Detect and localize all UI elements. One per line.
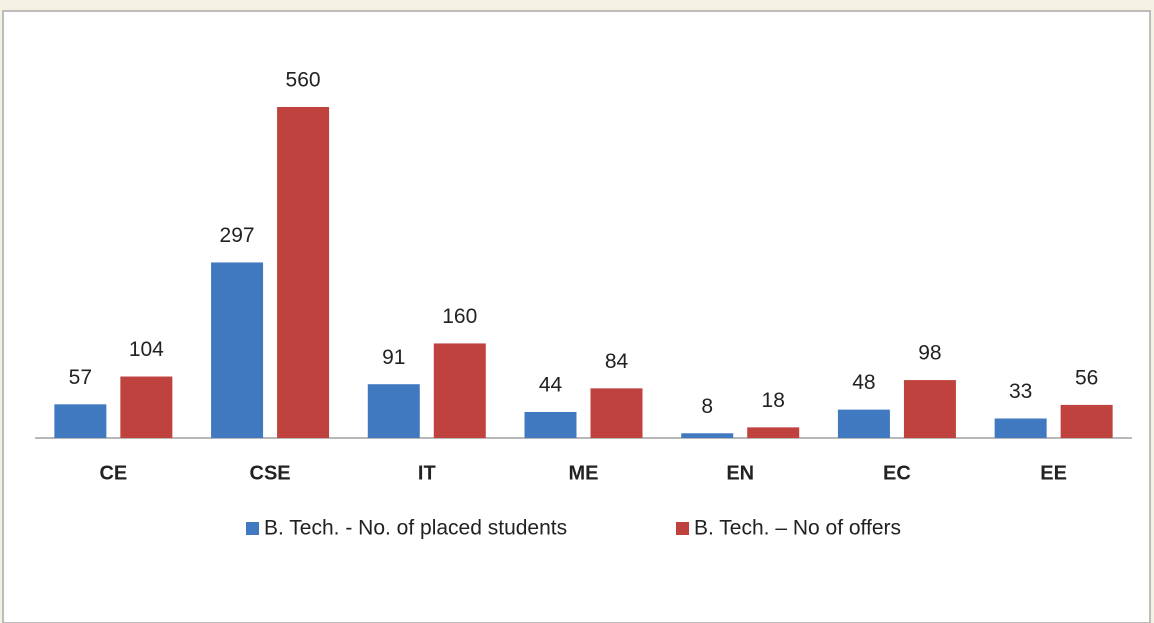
x-tick-label: EN — [726, 462, 754, 484]
data-label: 57 — [69, 366, 92, 389]
legend-label: B. Tech. - No. of placed students — [264, 517, 567, 540]
x-tick-label: CE — [99, 462, 127, 484]
bar — [590, 388, 643, 438]
bar — [903, 380, 956, 438]
x-tick-label: IT — [418, 462, 436, 484]
data-label: 48 — [852, 371, 875, 394]
data-label: 560 — [286, 69, 321, 92]
frame — [2, 10, 1151, 623]
legend-label: B. Tech. – No of offers — [694, 517, 901, 540]
bar — [524, 411, 577, 438]
data-label: 18 — [762, 389, 785, 412]
data-label: 84 — [605, 350, 629, 373]
legend-swatch — [676, 522, 689, 535]
x-tick-label: EE — [1040, 462, 1067, 484]
legend-swatch — [246, 522, 259, 535]
bar — [747, 427, 800, 438]
data-label: 91 — [382, 346, 405, 369]
bar — [994, 418, 1047, 438]
x-tick-label: ME — [569, 462, 599, 484]
data-label: 33 — [1009, 380, 1032, 403]
bar — [1060, 404, 1113, 438]
bar — [120, 376, 173, 438]
bar — [681, 433, 734, 438]
data-label: 44 — [539, 374, 563, 397]
data-label: 8 — [701, 395, 713, 418]
data-label: 98 — [918, 342, 941, 365]
data-label: 104 — [129, 338, 164, 361]
data-label: 297 — [220, 224, 255, 247]
bar — [837, 409, 890, 438]
bar — [54, 404, 107, 438]
bar — [433, 343, 486, 438]
data-label: 56 — [1075, 366, 1098, 389]
x-tick-label: EC — [883, 462, 911, 484]
bar — [277, 107, 330, 438]
data-label: 160 — [442, 305, 477, 328]
bar — [367, 384, 420, 438]
x-tick-label: CSE — [250, 462, 291, 484]
bar — [211, 262, 264, 438]
